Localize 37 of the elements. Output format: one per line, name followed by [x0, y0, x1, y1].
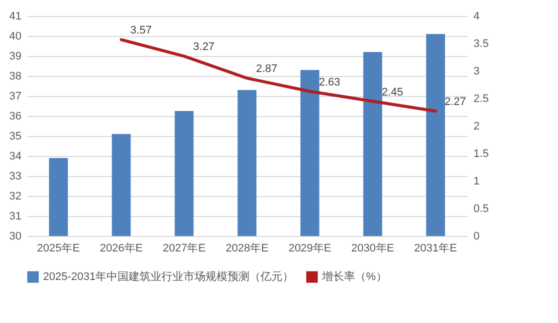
y-tick-label: 33	[9, 170, 22, 182]
y2-tick-label: 1.5	[474, 148, 489, 160]
x-tick-label: 2030年E	[351, 242, 394, 254]
y2-tick-label: 2.5	[474, 93, 489, 105]
y-tick-label: 40	[9, 30, 22, 42]
y-tick-label: 38	[9, 70, 22, 82]
y2-tick-label: 0.5	[474, 203, 489, 215]
x-tick-label: 2031年E	[414, 242, 457, 254]
x-tick-label: 2029年E	[288, 242, 332, 254]
y2-tick-label: 4	[474, 10, 480, 22]
data-label: 3.27	[193, 41, 215, 54]
y-tick-label: 31	[9, 210, 22, 222]
legend-label: 增长率（%）	[321, 270, 387, 283]
data-label: 2.87	[256, 63, 278, 76]
y2-tick-label: 2	[474, 120, 480, 132]
y-tick-label: 34	[9, 150, 22, 162]
x-tick-label: 2026年E	[100, 242, 143, 254]
y2-tick-label: 3	[474, 66, 480, 78]
y-tick-label: 35	[9, 130, 22, 142]
y-tick-label: 37	[9, 90, 22, 102]
y-tick-label: 30	[9, 230, 22, 242]
x-tick-label: 2025年E	[37, 242, 80, 254]
y-tick-label: 41	[9, 10, 22, 22]
data-label: 2.63	[318, 76, 340, 88]
data-label: 2.45	[382, 86, 404, 98]
y-tick-label: 36	[9, 110, 22, 122]
x-tick-label: 2028年E	[226, 242, 268, 254]
data-label: 3.57	[130, 24, 152, 37]
x-tick-label: 2027年E	[162, 242, 206, 254]
line-series	[120, 38, 438, 113]
y-tick-label: 39	[9, 50, 22, 62]
y2-tick-label: 1	[474, 176, 480, 188]
legend-label: 2025-2031年中国建筑业行业市场规模预测（亿元）	[43, 270, 294, 283]
data-label: 2.27	[444, 96, 466, 108]
y2-tick-label: 3.5	[474, 38, 489, 50]
y-tick-label: 32	[9, 190, 22, 202]
y2-tick-label: 0	[474, 230, 480, 242]
